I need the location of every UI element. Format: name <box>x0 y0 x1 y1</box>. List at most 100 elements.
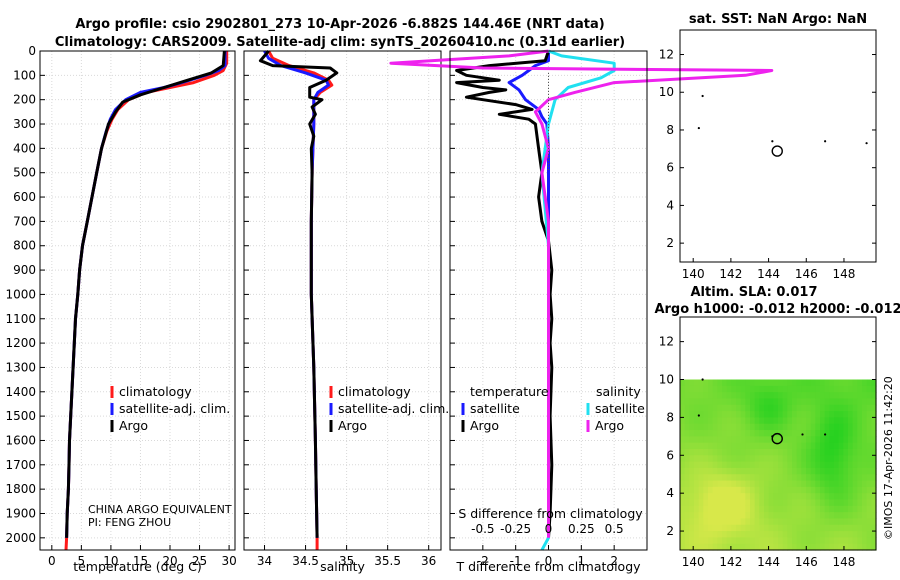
x-tick-label: 0 <box>545 554 553 568</box>
sla-heatmap-cell <box>694 518 700 526</box>
sla-heatmap-cell <box>848 467 854 475</box>
map-frame <box>679 29 877 263</box>
sla-heatmap-cell <box>866 430 872 437</box>
sla-heatmap-cell <box>722 486 728 494</box>
sla-heatmap-cell <box>838 486 844 494</box>
sla-heatmap-cell <box>843 474 849 482</box>
sla-heatmap-cell <box>726 505 732 513</box>
sla-heatmap-cell <box>796 499 802 507</box>
sla-heatmap-cell <box>731 486 737 494</box>
sla-heatmap-cell <box>740 423 746 431</box>
float-track-point <box>697 414 700 417</box>
sla-heatmap-cell <box>792 398 798 406</box>
sla-heatmap-cell <box>806 392 812 400</box>
y-tick-label: 8 <box>666 123 674 137</box>
y-tick-label: 1000 <box>5 287 36 301</box>
x-axis-label: temperature (deg C) <box>73 559 202 574</box>
sla-heatmap-cell <box>815 455 821 463</box>
sla-heatmap-cell <box>773 448 779 456</box>
sla-heatmap-cell <box>810 379 816 387</box>
sla-heatmap-cell <box>712 531 718 538</box>
sla-heatmap-cell <box>778 448 784 456</box>
sla-heatmap-cell <box>801 518 807 526</box>
sla-heatmap-cell <box>862 499 868 507</box>
sla-heatmap-cell <box>806 436 812 444</box>
sla-heatmap-cell <box>684 524 690 532</box>
sla-heatmap-cell <box>689 455 695 463</box>
sla-heatmap-cell <box>754 480 760 488</box>
sla-heatmap-cell <box>801 543 807 551</box>
sla-heatmap-cell <box>764 442 770 450</box>
sla-heatmap-cell <box>792 531 798 538</box>
sla-heatmap-cell <box>778 493 784 501</box>
sla-heatmap-cell <box>740 398 746 406</box>
sla-heatmap-cell <box>810 493 816 501</box>
sla-heatmap-cell <box>722 442 728 450</box>
sla-heatmap-cell <box>782 436 788 444</box>
sla-heatmap-cell <box>708 512 714 520</box>
sla-heatmap-cell <box>801 467 807 475</box>
sla-heatmap-cell <box>722 436 728 444</box>
sla-heatmap-cell <box>694 436 700 444</box>
sla-heatmap-cell <box>834 474 840 482</box>
sla-heatmap-cell <box>815 543 821 551</box>
sla-heatmap-cell <box>820 499 826 507</box>
sla-heatmap-cell <box>736 543 742 551</box>
sla-heatmap-cell <box>684 493 690 501</box>
sla-heatmap-cell <box>689 512 695 520</box>
sla-heatmap-cell <box>862 385 868 393</box>
sla-heatmap-cell <box>852 499 858 507</box>
sla-heatmap-cell <box>736 448 742 456</box>
sla-heatmap-cell <box>862 461 868 469</box>
sla-heatmap-cell <box>852 385 858 393</box>
sla-heatmap-cell <box>750 404 756 412</box>
sla-heatmap-cell <box>754 455 760 463</box>
sla-heatmap-cell <box>773 461 779 469</box>
sla-heatmap-cell <box>834 385 840 393</box>
sla-heatmap-cell <box>708 392 714 400</box>
sla-heatmap-cell <box>787 379 793 387</box>
sla-heatmap-cell <box>689 385 695 393</box>
sla-heatmap-cell <box>824 499 830 507</box>
sla-heatmap-cell <box>680 385 686 393</box>
sla-heatmap-cell <box>698 436 704 444</box>
sla-heatmap-cell <box>801 379 807 387</box>
sla-heatmap-cell <box>754 461 760 469</box>
sla-heatmap-cell <box>801 537 807 545</box>
x-tick-label: 20 <box>162 554 177 568</box>
sla-heatmap-cell <box>852 442 858 450</box>
sla-heatmap-cell <box>684 385 690 393</box>
y-tick-label: 1200 <box>5 336 36 350</box>
sla-heatmap-cell <box>843 385 849 393</box>
sla-heatmap-cell <box>768 461 774 469</box>
sla-heatmap-cell <box>838 436 844 444</box>
sla-heatmap-cell <box>806 512 812 520</box>
sla-heatmap-cell <box>862 392 868 400</box>
sla-heatmap-cell <box>820 486 826 494</box>
temperature-legend: climatology satellite-adj. clim. Argo <box>110 384 230 433</box>
sla-heatmap-cell <box>745 512 751 520</box>
sla-heatmap-cell <box>852 404 858 412</box>
sla-heatmap-cell <box>694 524 700 532</box>
sla-heatmap-cell <box>750 480 756 488</box>
sla-heatmap-cell <box>834 423 840 431</box>
sla-heatmap-cell <box>852 461 858 469</box>
sla-heatmap-cell <box>778 461 784 469</box>
sla-heatmap-cell <box>806 499 812 507</box>
sla-heatmap-cell <box>796 505 802 513</box>
sla-heatmap-cell <box>708 455 714 463</box>
sla-heatmap-cell <box>736 430 742 437</box>
sla-heatmap-cell <box>712 512 718 520</box>
sla-heatmap-cell <box>764 543 770 551</box>
sla-heatmap-cell <box>824 531 830 538</box>
sla-heatmap-cell <box>871 442 877 450</box>
sla-heatmap-cell <box>796 512 802 520</box>
sla-heatmap-cell <box>815 493 821 501</box>
sla-heatmap-cell <box>768 518 774 526</box>
sla-heatmap-cell <box>852 505 858 513</box>
sla-heatmap-cell <box>801 512 807 520</box>
x-tick-label: 2 <box>610 554 618 568</box>
sla-heatmap-cell <box>829 474 835 482</box>
sla-heatmap-cell <box>820 404 826 412</box>
sla-heatmap-cell <box>680 442 686 450</box>
